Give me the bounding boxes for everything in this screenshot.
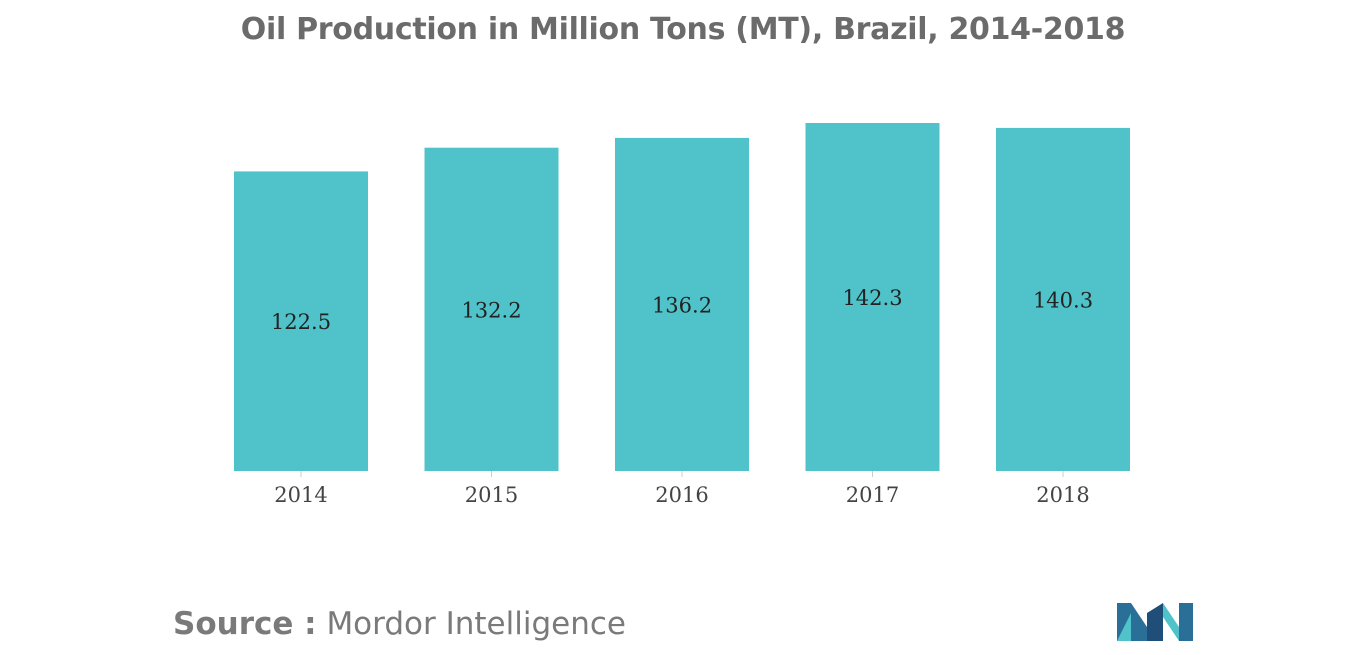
x-tick-label-2016: 2016: [655, 483, 708, 507]
bars-group: [234, 123, 1130, 472]
x-tick-label-2015: 2015: [465, 483, 518, 507]
source-label: Source :: [173, 606, 317, 642]
x-tick-label-2018: 2018: [1036, 483, 1089, 507]
value-label-2018: 140.3: [1033, 288, 1093, 312]
source-line: Source : Mordor Intelligence: [173, 606, 626, 642]
value-label-2016: 136.2: [652, 294, 712, 318]
x-tick-label-2017: 2017: [846, 483, 899, 507]
value-labels-group: 122.5 132.2 136.2 142.3 140.3: [271, 286, 1093, 334]
bar-chart: 122.5 132.2 136.2 142.3 140.3 2014 2015 2016 20…: [234, 123, 1130, 507]
chart-title: Oil Production in Million Tons (MT), Bra…: [240, 12, 1126, 47]
value-label-2015: 132.2: [461, 298, 521, 322]
bar-2018: [996, 127, 1130, 472]
value-label-2014: 122.5: [271, 310, 331, 334]
mordor-intelligence-logo-icon: [1117, 603, 1193, 641]
value-label-2017: 142.3: [842, 286, 902, 310]
bar-2016: [615, 137, 749, 471]
source-value: Mordor Intelligence: [326, 606, 626, 642]
x-tick-labels-group: 2014 2015 2016 2017 2018: [274, 471, 1090, 507]
bar-2014: [234, 171, 368, 471]
bar-2015: [424, 147, 559, 471]
bar-2017: [805, 123, 940, 471]
x-tick-label-2014: 2014: [274, 483, 327, 507]
